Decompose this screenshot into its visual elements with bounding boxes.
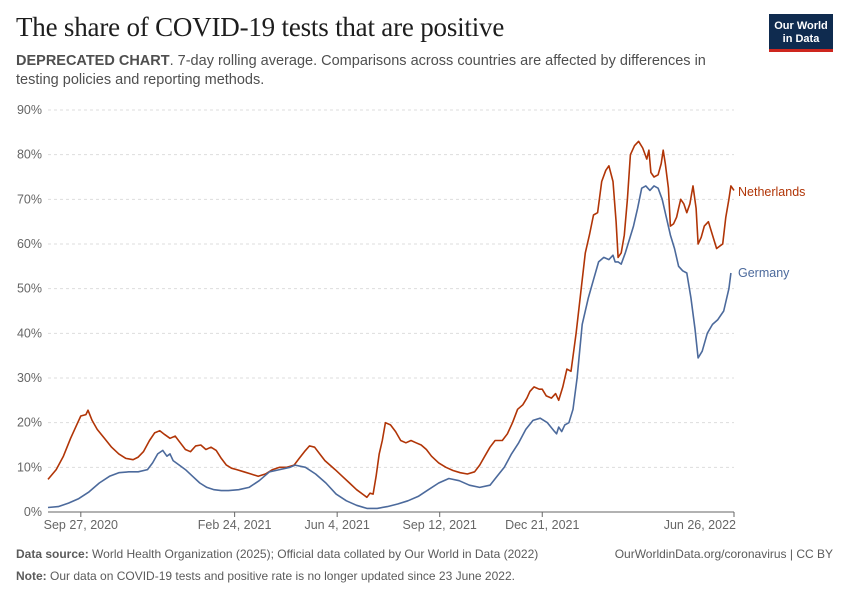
- data-source: Data source: World Health Organization (…: [16, 547, 538, 561]
- logo-line-1: Our World: [774, 20, 828, 32]
- note-label: Note:: [16, 569, 47, 583]
- site-link[interactable]: OurWorldinData.org/coronavirus | CC BY: [614, 547, 833, 561]
- x-tick-label: Dec 21, 2021: [505, 518, 579, 532]
- series-line-netherlands: [47, 140, 735, 499]
- y-tick-label: 10%: [17, 460, 42, 474]
- y-tick-label: 90%: [17, 103, 42, 117]
- logo-line-2: in Data: [782, 33, 820, 45]
- note: Note: Our data on COVID-19 tests and pos…: [16, 569, 515, 583]
- x-tick-label: Sep 12, 2021: [403, 518, 477, 532]
- series-label-germany: Germany: [738, 266, 790, 280]
- x-tick-label: Sep 27, 2020: [44, 518, 118, 532]
- source-text[interactable]: World Health Organization (2025); Offici…: [88, 547, 539, 561]
- series-line-germany: [47, 185, 732, 510]
- y-tick-label: 70%: [17, 192, 42, 206]
- owid-logo[interactable]: Our World in Data: [769, 14, 833, 52]
- x-tick-label: Jun 26, 2022: [664, 518, 736, 532]
- chart-title: The share of COVID-19 tests that are pos…: [16, 12, 505, 42]
- series-label-netherlands: Netherlands: [738, 185, 805, 199]
- subtitle-text: . 7-day rolling average. Comparisons acr…: [16, 53, 706, 88]
- y-tick-label: 60%: [17, 237, 42, 251]
- y-tick-label: 50%: [17, 282, 42, 296]
- source-label: Data source:: [16, 547, 89, 561]
- y-tick-label: 30%: [17, 371, 42, 385]
- y-tick-label: 80%: [17, 148, 42, 162]
- y-tick-label: 40%: [17, 326, 42, 340]
- chart-subtitle: DEPRECATED CHART. 7-day rolling average.…: [16, 52, 736, 90]
- y-tick-label: 20%: [17, 416, 42, 430]
- x-tick-label: Feb 24, 2021: [198, 518, 272, 532]
- note-text: Our data on COVID-19 tests and positive …: [46, 569, 515, 583]
- y-tick-label: 0%: [24, 505, 42, 519]
- subtitle-lead: DEPRECATED CHART: [16, 53, 170, 69]
- x-tick-label: Jun 4, 2021: [304, 518, 369, 532]
